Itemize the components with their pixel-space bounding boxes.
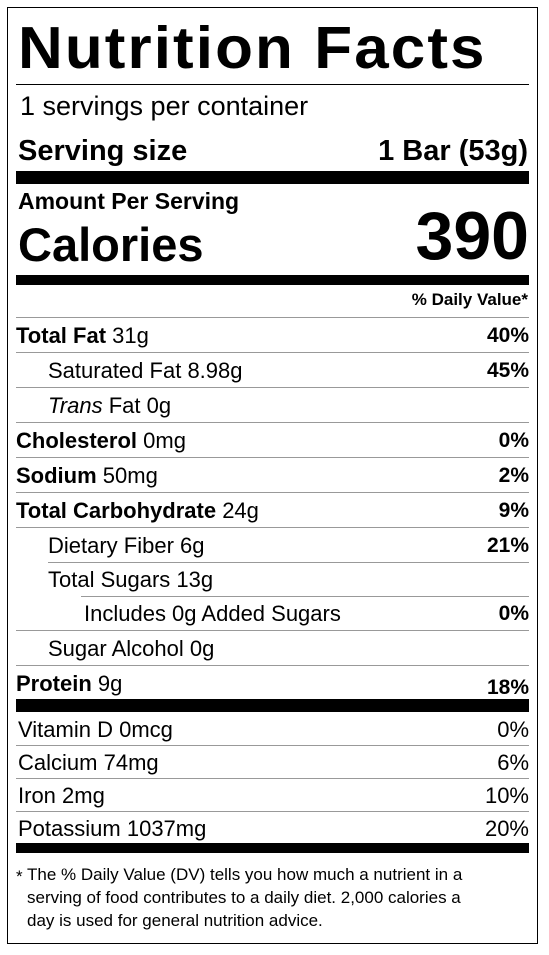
nutrient-name: Dietary Fiber (48, 533, 174, 558)
nutrient-dv: 40% (486, 324, 529, 347)
row-divider (16, 811, 529, 812)
row-divider (16, 422, 529, 423)
label-title: Nutrition Facts (18, 15, 487, 81)
vitamin-row-iron: Iron 2mg 10% (16, 779, 529, 812)
footnote-line-1: The % Daily Value (DV) tells you how muc… (27, 865, 463, 884)
row-divider (16, 352, 529, 353)
nutrient-amount: 13g (176, 567, 214, 592)
nutrient-name: Total Fat (16, 323, 107, 348)
nutrient-name: Cholesterol (16, 428, 138, 453)
nutrient-suffix: Fat (108, 393, 141, 418)
row-divider (48, 562, 529, 563)
nutrient-row-cholesterol: Cholesterol 0mg 0% (16, 423, 529, 458)
nutrient-amount: 50mg (102, 463, 158, 488)
nutrition-facts-label: Nutrition Facts 1 servings per container… (7, 7, 538, 944)
vitamin-row-vitamin-d: Vitamin D 0mcg 0% (16, 713, 529, 746)
nutrient-row-total-sugars: Total Sugars 13g (16, 563, 529, 597)
nutrient-dv: 0% (498, 602, 529, 625)
nutrient-row-protein: Protein 9g 18% (16, 666, 529, 700)
nutrient-row-total-fat: Total Fat 31g 40% (16, 318, 529, 353)
nutrient-dv: 21% (486, 534, 529, 557)
nutrient-dv: 2% (498, 464, 529, 487)
row-divider (16, 630, 529, 631)
nutrient-amount: 31g (112, 323, 149, 348)
calories-value: 390 (415, 198, 529, 274)
vitamin-dv: 6% (497, 750, 529, 775)
nutrient-row-saturated-fat: Saturated Fat 8.98g 45% (16, 353, 529, 388)
row-divider (16, 387, 529, 388)
vitamin-dv: 20% (484, 816, 529, 841)
nutrient-name: Includes 0g Added Sugars (84, 601, 341, 626)
row-divider (16, 527, 529, 528)
vitamin-amount: 1037mg (126, 816, 207, 841)
nutrient-dv: 18% (486, 676, 529, 699)
vitamin-amount: 74mg (103, 750, 159, 775)
vitamin-name: Vitamin D (18, 717, 113, 742)
nutrient-dv: 0% (498, 429, 529, 452)
nutrient-dv: 9% (498, 499, 529, 522)
serving-size-value: 1 Bar (53g) (378, 135, 528, 167)
row-divider (16, 665, 529, 666)
row-divider (16, 457, 529, 458)
nutrient-name: Trans (48, 393, 103, 418)
nutrient-row-dietary-fiber: Dietary Fiber 6g 21% (16, 528, 529, 563)
nutrient-amount: 0mg (143, 428, 186, 453)
thick-divider-vitamins (16, 699, 529, 712)
nutrient-amount: 8.98g (187, 358, 243, 383)
vitamin-amount: 0mcg (119, 717, 173, 742)
nutrient-amount: 6g (180, 533, 205, 558)
nutrient-name: Saturated Fat (48, 358, 182, 383)
nutrient-amount: 0g (189, 636, 215, 661)
vitamin-amount: 2mg (62, 783, 105, 808)
nutrient-name: Total Carbohydrate (16, 498, 217, 523)
serving-size-label: Serving size (18, 135, 188, 167)
nutrient-amount: 9g (97, 671, 123, 696)
vitamin-row-potassium: Potassium 1037mg 20% (18, 812, 529, 845)
nutrient-name: Sodium (16, 463, 97, 488)
nutrient-name: Sugar Alcohol (48, 636, 184, 661)
servings-per-container: 1 servings per container (20, 91, 309, 121)
footnote-line-2: serving of food contributes to a daily d… (27, 888, 461, 907)
daily-value-header: % Daily Value* (411, 290, 528, 309)
thick-divider-top (16, 171, 529, 184)
nutrient-amount: 0g (146, 393, 172, 418)
nutrient-name: Total Sugars (48, 567, 171, 592)
nutrient-dv: 45% (486, 359, 529, 382)
calories-label: Calories (18, 218, 204, 271)
thick-divider-footnote (16, 843, 529, 853)
nutrient-row-sugar-alcohol: Sugar Alcohol 0g (16, 631, 529, 666)
nutrient-row-added-sugars: Includes 0g Added Sugars 0% (16, 597, 529, 631)
nutrient-row-trans-fat: Trans Fat 0g (16, 388, 529, 423)
nutrient-row-sodium: Sodium 50mg 2% (16, 458, 529, 493)
dv-header-divider (16, 317, 529, 318)
row-divider (16, 778, 529, 779)
vitamin-name: Potassium (18, 816, 121, 841)
row-divider (81, 596, 529, 597)
footnote-line-3: day is used for general nutrition advice… (27, 911, 323, 930)
thick-divider-calories (16, 275, 529, 285)
vitamin-dv: 10% (484, 783, 529, 808)
nutrient-name: Protein (16, 671, 92, 696)
footnote-star: * (16, 867, 23, 886)
title-divider (16, 84, 529, 85)
vitamin-name: Calcium (18, 750, 98, 775)
nutrient-amount: 24g (222, 498, 259, 523)
amount-per-serving: Amount Per Serving (18, 188, 240, 214)
row-divider (16, 492, 529, 493)
vitamin-row-calcium: Calcium 74mg 6% (16, 746, 529, 779)
vitamin-dv: 0% (497, 717, 529, 742)
row-divider (16, 745, 529, 746)
nutrient-row-total-carbohydrate: Total Carbohydrate 24g 9% (16, 493, 529, 528)
vitamin-name: Iron (18, 783, 56, 808)
